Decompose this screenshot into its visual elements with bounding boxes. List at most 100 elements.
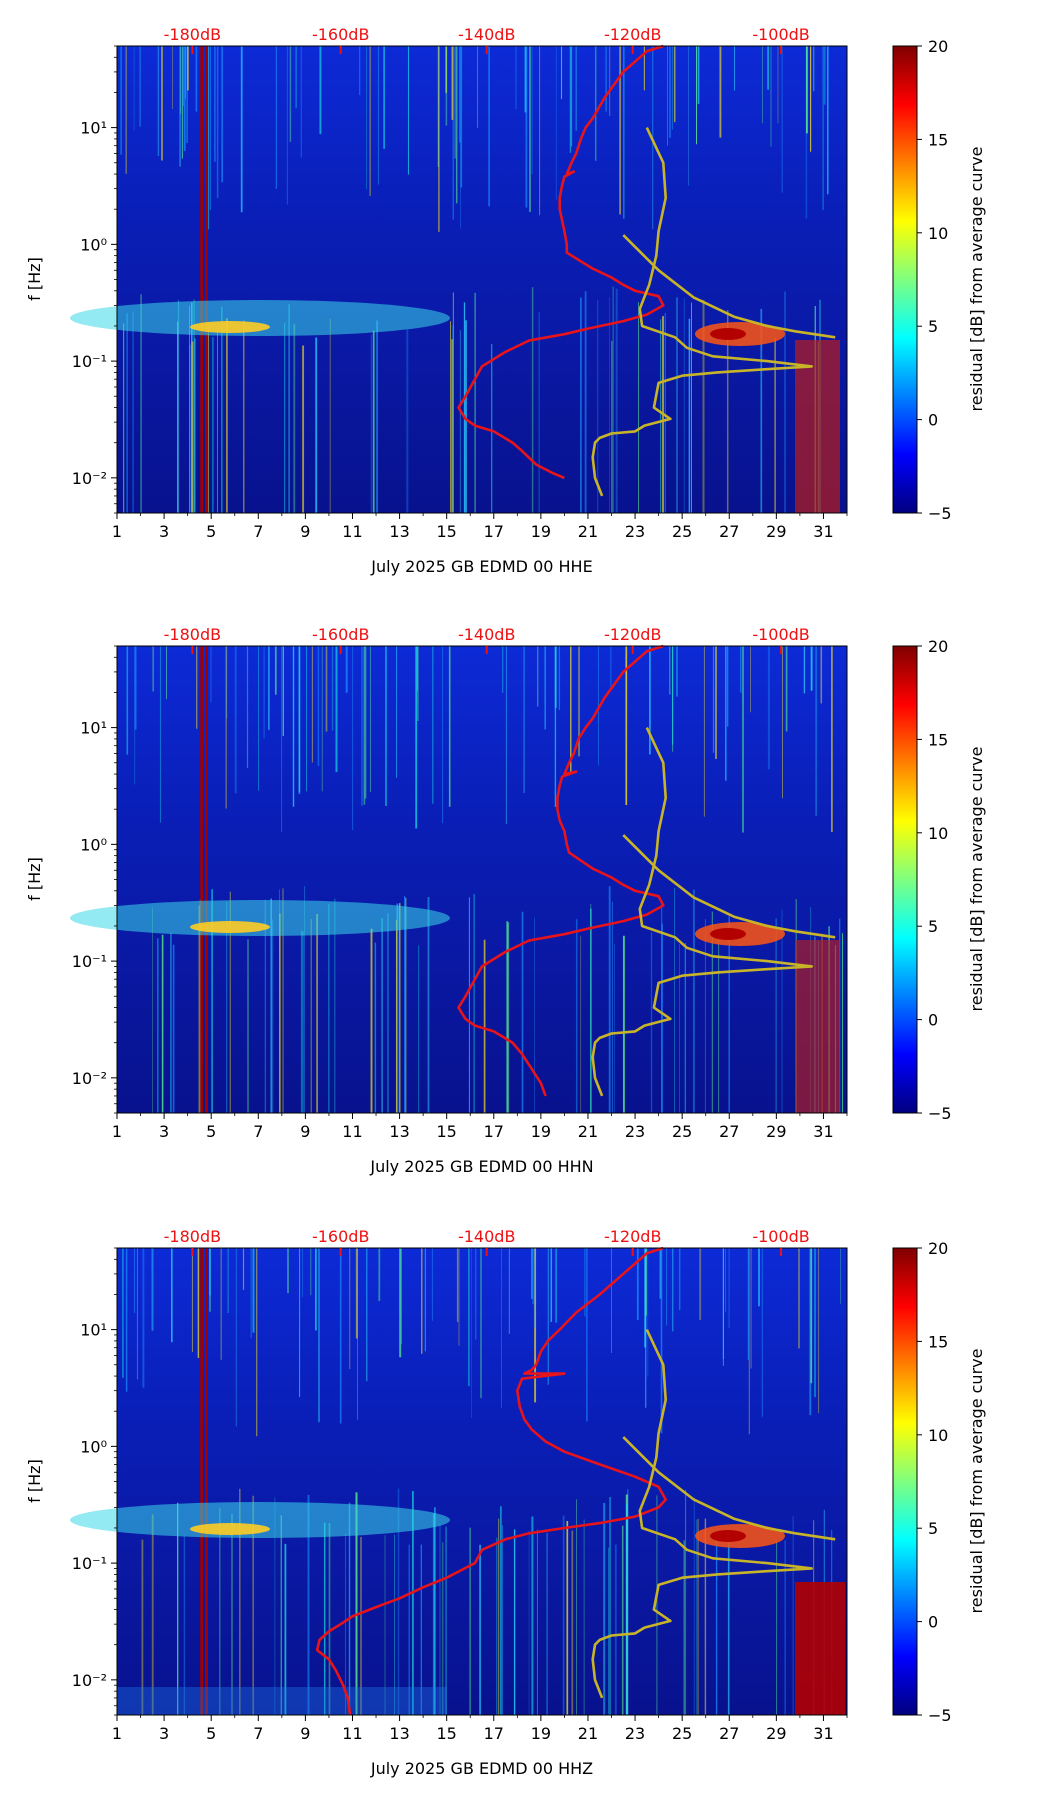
x-tick-label: 29 [766,522,786,541]
microseism-hotspot [190,921,270,933]
curves [457,644,836,1097]
colorbar-ticks: 20 15 10 5 0 −5 [917,37,952,523]
long-period-band [117,1687,447,1715]
colorbar-tick-label: 0 [928,411,938,430]
x-tick-label: 15 [436,1122,456,1141]
colorbar-ticks: 20 15 10 5 0 −5 [917,637,952,1123]
top-axis: -180dB -160dB -140dB -120dB -100dB [164,625,810,654]
colorbar-tick-label: 15 [928,730,948,749]
y-axis-label: f [Hz] [25,857,44,901]
x-tick-label: 17 [484,522,504,541]
y-tick-label: 10¹ [80,1321,107,1340]
top-tick-label: -160dB [312,1227,369,1246]
x-axis: 1 3 5 7 9 11 13 15 17 19 21 23 25 27 29 31 [112,513,848,541]
x-tick-label: 9 [300,1122,310,1141]
spectrogram-streaks [126,646,843,1113]
x-tick-label: 29 [766,1724,786,1743]
noisy-day-block [795,340,840,513]
secondary-microseism-core [710,928,746,940]
spectrogram-streaks [120,46,829,513]
microseism-band [70,1502,450,1538]
microseism-band [70,900,450,936]
x-tick-label: 5 [206,522,216,541]
x-tick-label: 1 [112,1724,122,1743]
x-tick-label: 27 [719,522,739,541]
curves [457,44,836,497]
average-psd-curve [315,1246,668,1716]
y-axis: 10⁻² 10⁻¹ 10⁰ 10¹ [72,645,117,1114]
x-tick-label: 7 [253,1724,263,1743]
colorbar-tick-label: 10 [928,824,948,843]
x-tick-label: 27 [719,1122,739,1141]
x-axis: 1 3 5 7 9 11 13 15 17 19 21 23 25 27 29 31 [112,1113,848,1141]
x-tick-label: 25 [672,522,692,541]
colorbar [892,45,918,514]
x-tick-label: 21 [578,1122,598,1141]
colorbar-tick-label: 5 [928,917,938,936]
noisy-day-block [795,940,840,1113]
colorbar-tick-label: −5 [928,504,952,523]
x-tick-label: 17 [484,1724,504,1743]
top-tick-label: -140dB [458,25,515,44]
x-tick-label: 1 [112,522,122,541]
top-tick-label: -140dB [458,1227,515,1246]
microseism-hotspot [190,1523,270,1535]
colorbar-label: residual [dB] from average curve [967,1349,986,1614]
y-axis: 10⁻² 10⁻¹ 10⁰ 10¹ [72,1247,117,1716]
x-axis-label: July 2025 GB EDMD 00 HHN [369,1157,593,1176]
x-tick-label: 19 [531,1724,551,1743]
colorbar-tick-label: 15 [928,130,948,149]
colorbar-label: residual [dB] from average curve [967,147,986,412]
x-tick-label: 7 [253,522,263,541]
x-tick-label: 21 [578,1724,598,1743]
y-tick-label: 10⁻² [72,1671,107,1690]
x-tick-label: 11 [342,1724,362,1743]
colorbar-ticks: 20 15 10 5 0 −5 [917,1239,952,1725]
average-psd-curve [457,44,665,480]
x-tick-label: 13 [389,522,409,541]
spectrogram-features [70,300,840,513]
colorbar-label: residual [dB] from average curve [967,747,986,1012]
colorbar-tick-label: 5 [928,1519,938,1538]
x-tick-label: 21 [578,522,598,541]
x-tick-label: 5 [206,1724,216,1743]
x-tick-label: 3 [159,522,169,541]
top-axis: -180dB -160dB -140dB -120dB -100dB [164,25,810,54]
spectrogram-background [117,46,847,513]
x-tick-label: 9 [300,522,310,541]
top-tick-label: -100dB [752,625,809,644]
spectrogram-features [70,900,840,1113]
spectrogram-background [117,1248,847,1715]
colorbar-tick-label: 20 [928,637,948,656]
y-tick-label: 10⁰ [80,835,107,854]
colorbar [892,645,918,1114]
upper-model-curve [622,1436,836,1541]
colorbar-tick-label: 5 [928,317,938,336]
x-tick-label: 13 [389,1724,409,1743]
upper-model-curve [622,234,836,339]
colorbar [892,1247,918,1716]
x-tick-label: 17 [484,1122,504,1141]
x-tick-label: 31 [813,1122,833,1141]
spectrogram-features [70,1502,845,1715]
microseism-hotspot [190,321,270,333]
x-tick-label: 13 [389,1122,409,1141]
top-tick-label: -180dB [164,1227,221,1246]
microseism-band [70,300,450,336]
top-tick-label: -100dB [752,1227,809,1246]
top-tick-label: -160dB [312,25,369,44]
y-axis: 10⁻² 10⁻¹ 10⁰ 10¹ [72,45,117,514]
top-axis: -180dB -160dB -140dB -120dB -100dB [164,1227,810,1256]
top-tick-label: -120dB [604,25,661,44]
x-tick-label: 7 [253,1122,263,1141]
x-tick-label: 3 [159,1724,169,1743]
x-tick-label: 27 [719,1724,739,1743]
x-tick-label: 11 [342,1122,362,1141]
curves [315,1246,836,1716]
average-psd-curve [457,644,665,1097]
upper-model-curve [622,834,836,939]
